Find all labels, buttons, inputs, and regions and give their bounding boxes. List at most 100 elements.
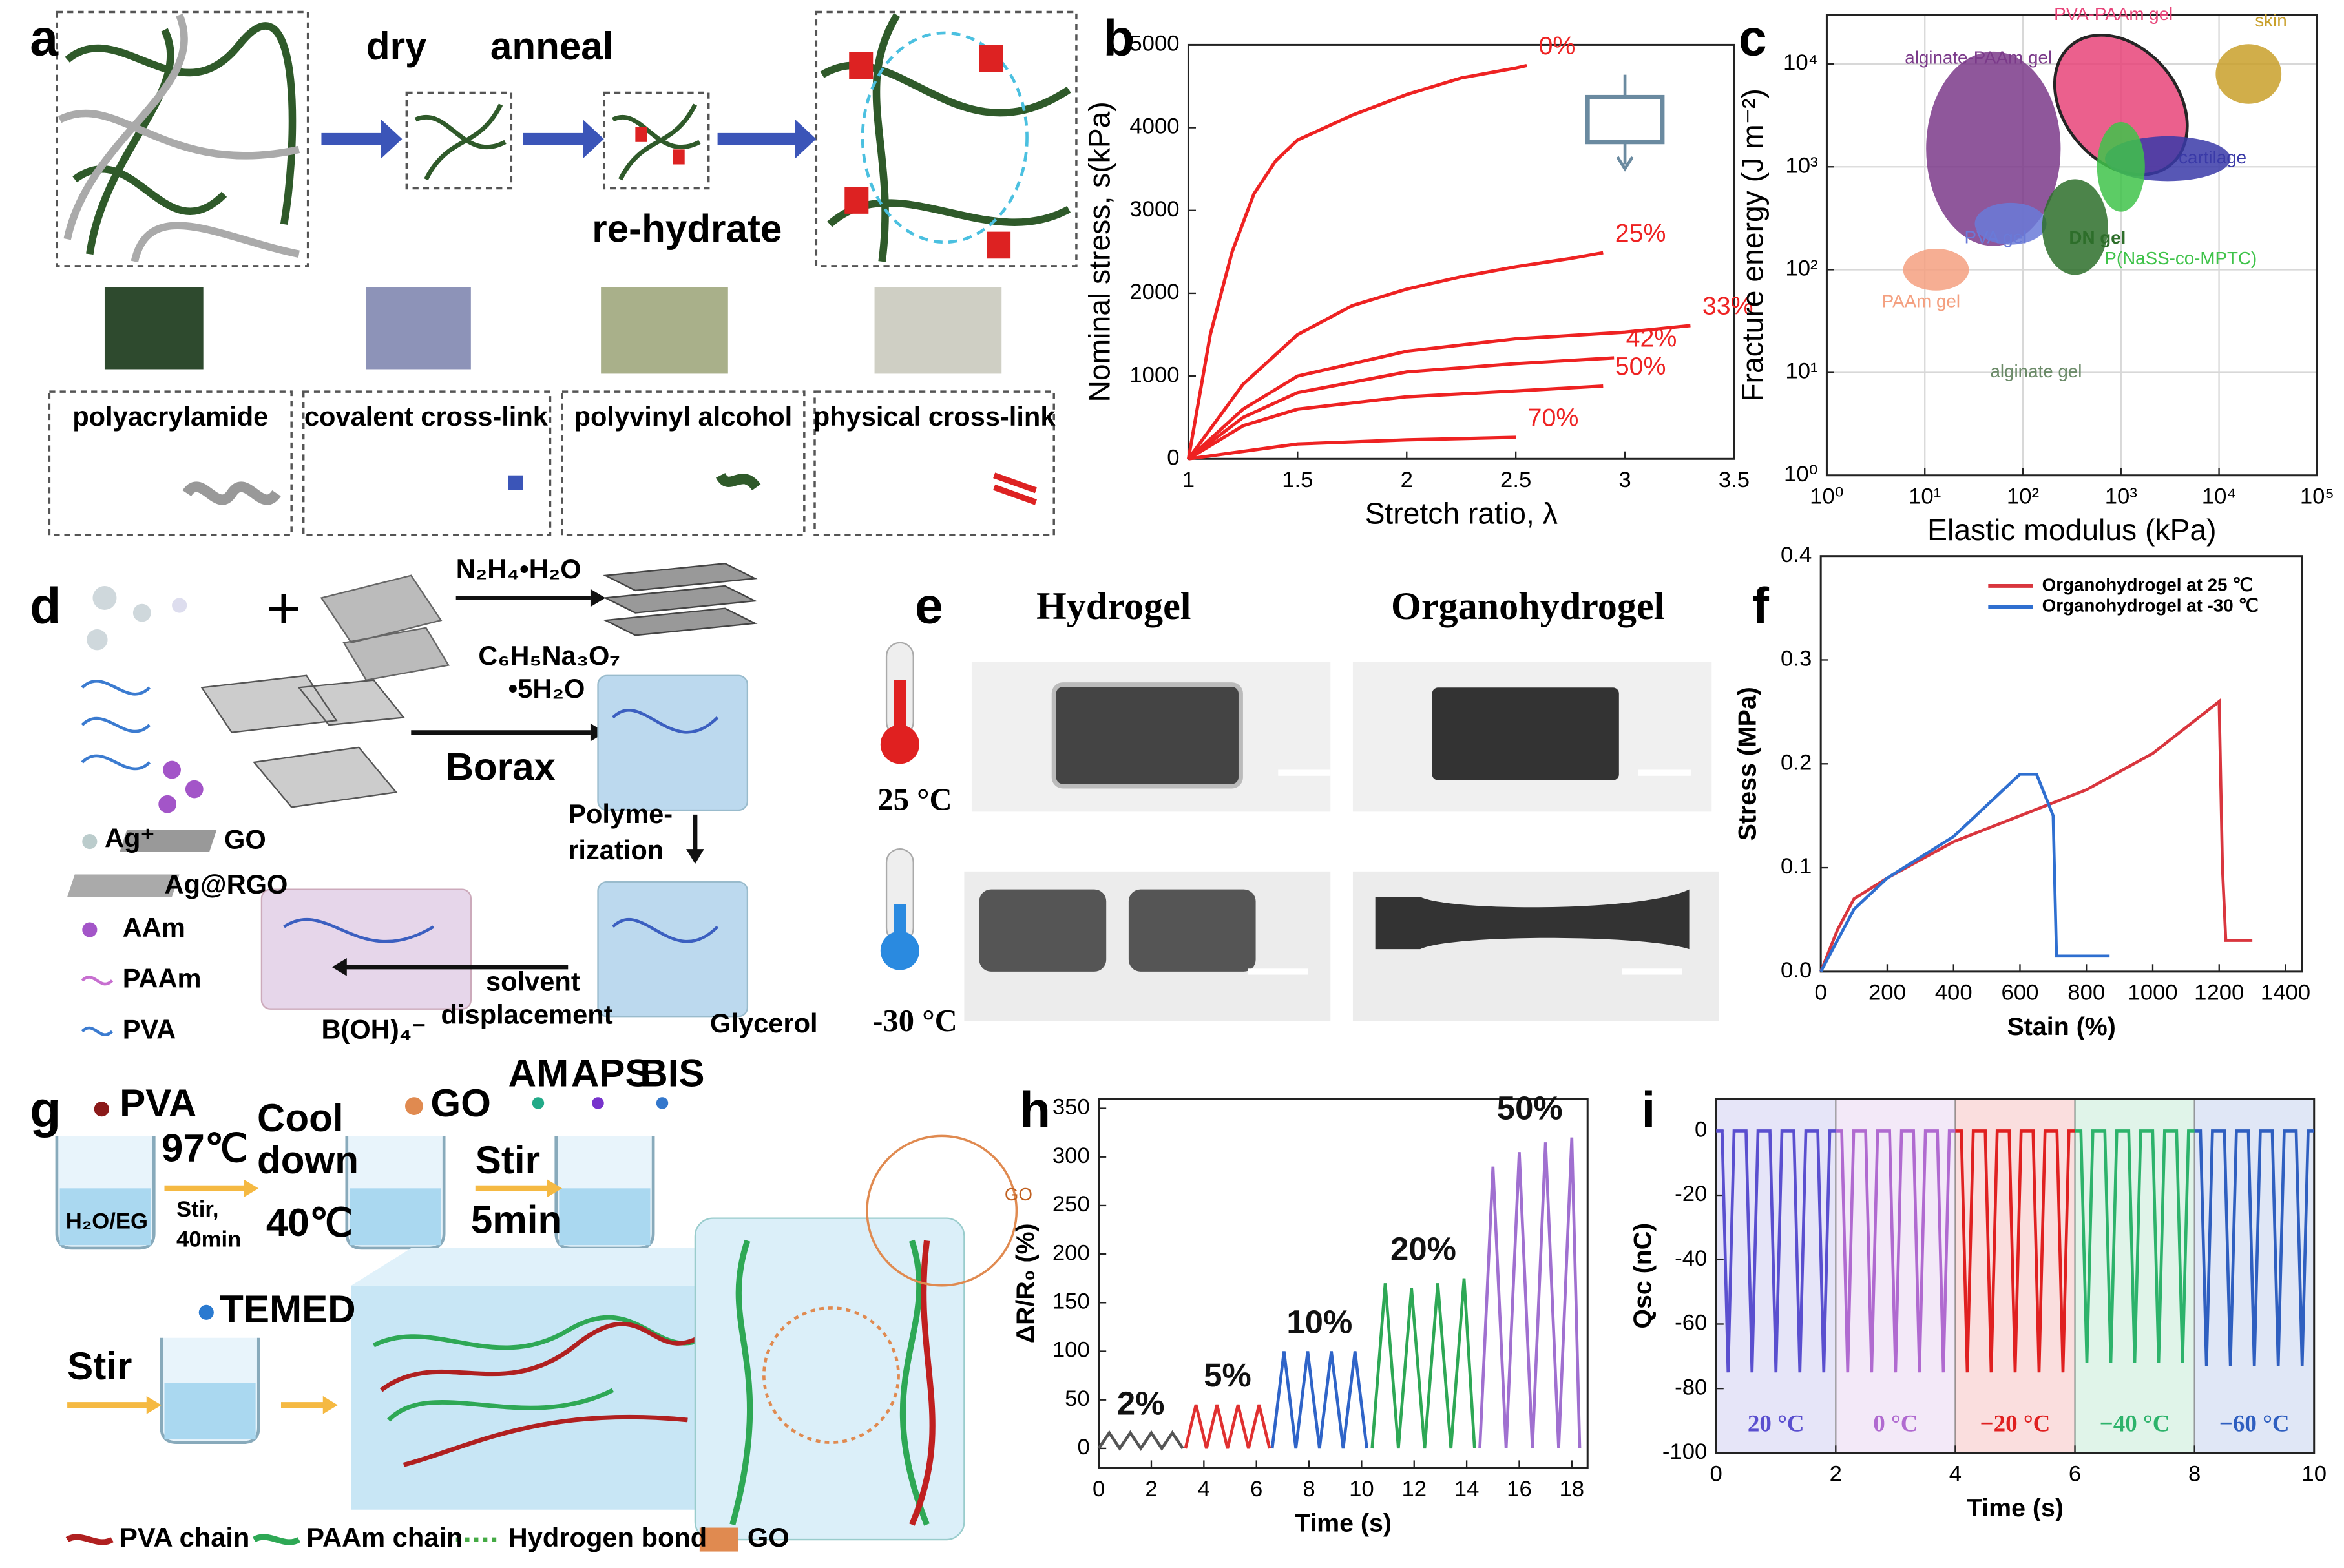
series-label: 20 °C (1748, 1411, 1805, 1437)
column-header: Organohydrogel (1391, 585, 1664, 628)
series-line (1836, 1129, 1956, 1373)
y-axis-label: ΔR/R₀ (%) (1011, 1223, 1040, 1343)
region (2097, 121, 2145, 212)
legend-label: Ag⁺ (105, 822, 154, 853)
reagent: Glycerol (710, 1008, 818, 1038)
x-tick-label: 2 (1401, 468, 1413, 492)
step-label: 40min (176, 1227, 241, 1251)
y-tick-label: 0.3 (1781, 647, 1812, 671)
legend-label: Organohydrogel at 25 ℃ (2042, 574, 2253, 594)
y-tick-label: 10³ (1785, 153, 1817, 178)
step-label: TEMED (220, 1288, 356, 1331)
panel-d-art: + (67, 563, 758, 1037)
x-tick-label: 400 (1935, 981, 1973, 1005)
series-line (1186, 63, 1527, 459)
y-tick-label: -60 (1675, 1311, 1707, 1335)
panel-label: a (30, 10, 59, 67)
x-tick-label: 2.5 (1500, 468, 1531, 492)
row-header: 25 °C (877, 782, 952, 817)
legend-label: PVA (123, 1014, 176, 1044)
legend-label: PVA chain (120, 1522, 249, 1552)
series-line (1819, 773, 2110, 972)
series-label: 5% (1204, 1357, 1251, 1394)
step-label: GO (430, 1082, 491, 1125)
x-tick-label: 600 (2002, 981, 2039, 1005)
series-line (2075, 1129, 2195, 1363)
x-tick-label: 200 (1868, 981, 1906, 1005)
step-label: Stir (476, 1138, 540, 1182)
region (1926, 51, 2061, 246)
legend-label: polyvinyl alcohol (574, 401, 793, 432)
band (1716, 1098, 1836, 1453)
reagent: solvent (486, 966, 580, 996)
legend-label: B(OH)₄⁻ (321, 1014, 426, 1044)
region-label: P(NaSS-co-MPTC) (2104, 248, 2257, 268)
series-label: −60 °C (2219, 1411, 2290, 1437)
series-label: 0 °C (1873, 1411, 1918, 1437)
panel-label: b (1104, 10, 1135, 67)
x-tick-label: 8 (2188, 1462, 2201, 1487)
series-label: 0% (1539, 32, 1576, 60)
y-tick-label: 0 (1695, 1118, 1707, 1142)
y-tick-label: -80 (1675, 1375, 1707, 1399)
reagent: N₂H₄•H₂O (456, 554, 581, 584)
legend-label: Hydrogen bond (508, 1522, 707, 1552)
legend-label: Organohydrogel at -30 ℃ (2042, 596, 2259, 616)
series-line (1187, 324, 1691, 461)
y-tick-label: 10¹ (1785, 359, 1817, 384)
x-tick-label: 6 (2069, 1462, 2081, 1487)
legend-label: polyacrylamide (72, 401, 268, 432)
panel-label: c (1739, 10, 1767, 67)
x-tick-label: 2 (1830, 1462, 1842, 1487)
y-tick-label: -40 (1675, 1246, 1707, 1271)
series-label: 70% (1528, 404, 1579, 432)
x-tick-label: 10⁴ (2202, 485, 2237, 509)
panel-label: d (30, 578, 61, 634)
region (1974, 202, 2047, 245)
region-label: DN gel (2069, 227, 2126, 247)
series-line (1270, 1351, 1368, 1449)
x-tick-label: 6 (1250, 1477, 1262, 1501)
step-label: 40℃ (266, 1201, 353, 1244)
series-label: 20% (1390, 1231, 1456, 1268)
x-axis-label: Time (s) (1967, 1494, 2064, 1522)
step-label: PVA (120, 1082, 196, 1125)
y-axis-label: Fracture energy (J m⁻²) (1736, 89, 1770, 402)
series-label: 25% (1615, 219, 1666, 247)
y-tick-label: 10² (1785, 256, 1817, 281)
x-tick-label: 12 (1401, 1477, 1427, 1501)
x-tick-label: 1 (1182, 468, 1195, 492)
y-tick-label: -20 (1675, 1182, 1707, 1206)
series-line (1819, 698, 2253, 972)
step-label: GO (1005, 1184, 1032, 1204)
x-tick-label: 0 (1815, 981, 1827, 1005)
series-label: −20 °C (1980, 1411, 2051, 1437)
reagent: •5H₂O (508, 673, 585, 704)
x-axis-label: Time (s) (1295, 1509, 1392, 1537)
legend-label: GO (224, 824, 266, 855)
panel-label: i (1642, 1081, 1656, 1138)
x-tick-label: 4 (1949, 1462, 1962, 1487)
y-axis-label: Nominal stress, s(kPa) (1082, 101, 1116, 402)
series-label: 2% (1117, 1385, 1165, 1422)
series-label: 42% (1626, 324, 1677, 353)
series-label: 33% (1702, 292, 1753, 320)
y-tick-label: 5000 (1129, 32, 1179, 56)
reagent: C₆H₅Na₃O₇ (478, 640, 620, 671)
band (1836, 1098, 1956, 1453)
y-tick-label: 300 (1052, 1144, 1090, 1168)
y-tick-label: 1000 (1129, 362, 1179, 387)
x-axis-label: Elastic modulus (kPa) (1927, 513, 2216, 547)
legend-label: AAm (123, 912, 185, 943)
legend-label: GO (748, 1522, 790, 1552)
x-tick-label: 10 (1349, 1477, 1374, 1501)
region-label: PVA-PAAm gel (2054, 4, 2173, 24)
region-label: PAAm gel (1882, 291, 1960, 311)
plot-frame (1825, 14, 2318, 477)
x-tick-label: 16 (1507, 1477, 1532, 1501)
step-label: re-hydrate (592, 207, 782, 251)
legend-label: Ag@RGO (165, 869, 288, 899)
step-label: 5min (471, 1198, 561, 1241)
step-label: anneal (490, 25, 614, 68)
